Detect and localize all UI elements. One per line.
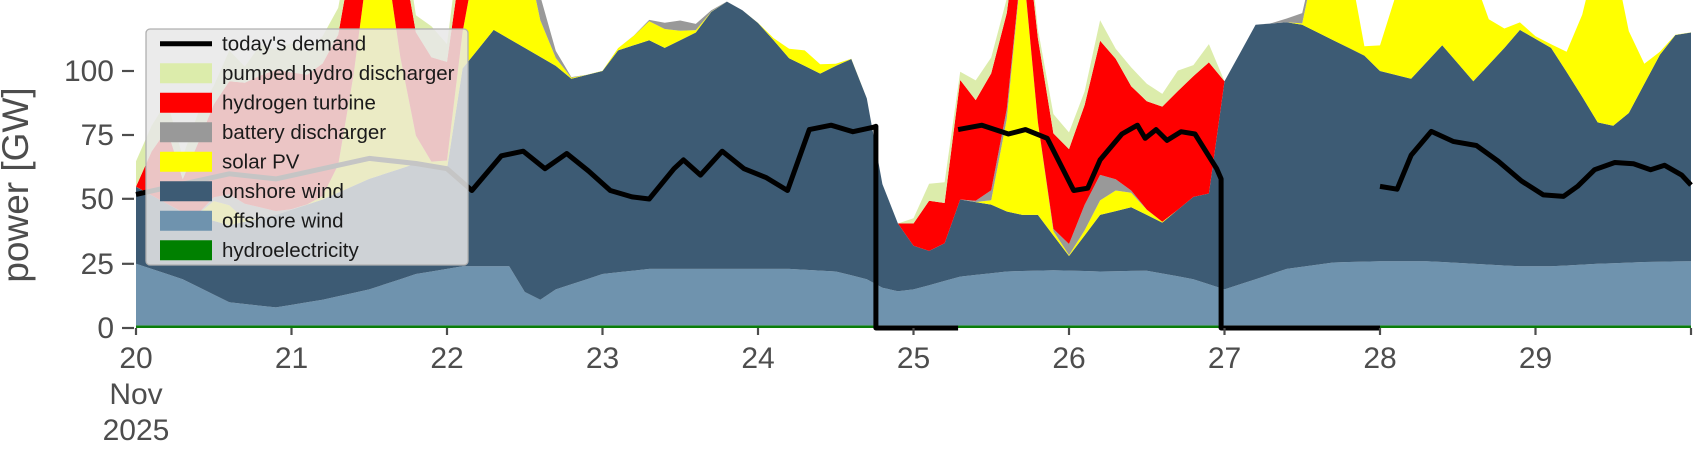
svg-text:25: 25 xyxy=(81,248,114,281)
svg-text:2025: 2025 xyxy=(103,414,170,447)
svg-text:solar PV: solar PV xyxy=(222,151,300,174)
svg-text:pumped hydro discharger: pumped hydro discharger xyxy=(222,62,455,85)
svg-text:hydrogen turbine: hydrogen turbine xyxy=(222,92,376,115)
svg-text:0: 0 xyxy=(97,312,114,345)
svg-text:75: 75 xyxy=(81,119,114,152)
svg-text:23: 23 xyxy=(586,342,619,375)
svg-text:20: 20 xyxy=(119,342,152,375)
svg-text:power [GW]: power [GW] xyxy=(0,87,36,282)
svg-text:battery discharger: battery discharger xyxy=(222,121,386,144)
svg-text:offshore wind: offshore wind xyxy=(222,210,344,233)
svg-text:hydroelectricity: hydroelectricity xyxy=(222,239,359,262)
svg-text:100: 100 xyxy=(64,55,114,88)
svg-text:27: 27 xyxy=(1208,342,1241,375)
svg-text:onshore wind: onshore wind xyxy=(222,180,344,203)
svg-text:24: 24 xyxy=(741,342,774,375)
svg-text:29: 29 xyxy=(1519,342,1552,375)
svg-text:today's demand: today's demand xyxy=(222,33,366,56)
svg-text:21: 21 xyxy=(275,342,308,375)
svg-text:Nov: Nov xyxy=(109,378,162,411)
svg-text:22: 22 xyxy=(430,342,463,375)
svg-text:25: 25 xyxy=(897,342,930,375)
svg-text:50: 50 xyxy=(81,183,114,216)
svg-text:28: 28 xyxy=(1363,342,1396,375)
svg-text:26: 26 xyxy=(1052,342,1085,375)
